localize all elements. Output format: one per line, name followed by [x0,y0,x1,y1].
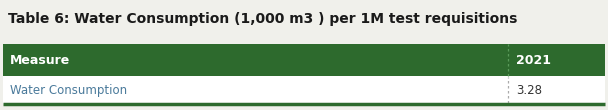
Text: 3.28: 3.28 [516,83,542,96]
Text: Table 6: Water Consumption (1,000 m3 ) per 1M test requisitions: Table 6: Water Consumption (1,000 m3 ) p… [8,12,517,26]
Text: 2021: 2021 [516,53,551,67]
Bar [3,76,605,104]
Bar [3,44,605,76]
Text: Measure: Measure [10,53,71,67]
Text: Water Consumption: Water Consumption [10,83,127,96]
